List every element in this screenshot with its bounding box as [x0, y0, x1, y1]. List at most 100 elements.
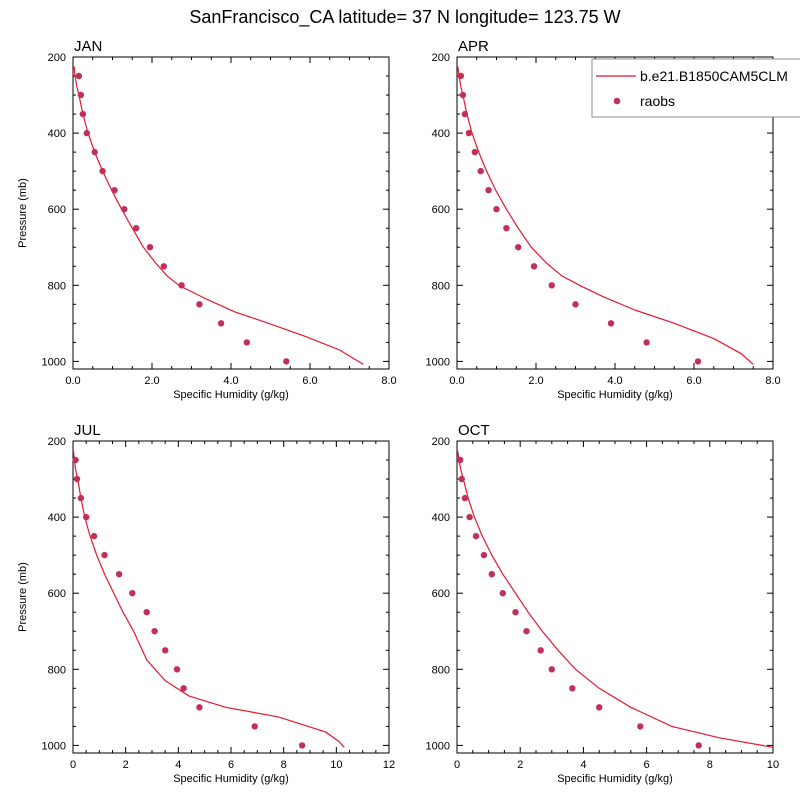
y-tick-label: 600: [432, 588, 450, 600]
raobs-point: [83, 513, 90, 521]
raobs-point: [162, 647, 169, 654]
raobs-point: [178, 282, 185, 289]
raobs-point: [488, 571, 495, 578]
raobs-point: [173, 666, 181, 673]
x-tick-label: 6: [228, 759, 234, 771]
y-tick-label: 200: [48, 436, 66, 448]
x-tick-label: 10: [330, 759, 342, 771]
y-tick-label: 600: [48, 204, 66, 216]
raobs-point: [472, 532, 480, 540]
raobs-point: [180, 685, 187, 692]
x-tick-label: 2: [123, 759, 129, 771]
x-tick-label: 4.0: [223, 375, 238, 387]
raobs-point: [146, 244, 154, 251]
raobs-point: [485, 187, 492, 194]
raobs-point: [251, 723, 258, 730]
raobs-point: [72, 456, 79, 464]
raobs-point: [283, 358, 290, 365]
x-tick-label: 12: [383, 759, 395, 771]
raobs-point: [457, 72, 465, 80]
y-tick-label: 200: [48, 52, 66, 64]
y-tick-label: 400: [432, 512, 450, 524]
raobs-point: [596, 704, 603, 711]
y-tick-label: 400: [432, 128, 450, 140]
raobs-point: [461, 110, 469, 118]
legend-marker-swatch: [613, 97, 621, 105]
y-tick-label: 800: [432, 664, 450, 676]
x-tick-label: 8.0: [381, 375, 396, 387]
y-tick-label: 1000: [426, 740, 450, 752]
x-tick-label: 2: [517, 759, 523, 771]
raobs-point: [465, 129, 473, 137]
legend-box: [591, 58, 800, 118]
panel-title: JUL: [74, 422, 101, 439]
raobs-point: [151, 628, 158, 635]
raobs-point: [503, 225, 510, 232]
raobs-point: [523, 628, 530, 635]
panel-jan: JAN 0.0 2.0 4.0 6.0 8.0 200 400 600 800 1000 Specif…: [17, 38, 397, 401]
raobs-point: [493, 206, 500, 213]
x-tick-label: 0.0: [65, 375, 80, 387]
raobs-point: [115, 571, 123, 578]
raobs-point: [643, 339, 650, 346]
x-tick-label: 6.0: [686, 375, 701, 387]
raobs-point: [515, 244, 522, 251]
y-tick-label: 1000: [42, 740, 66, 752]
y-axis-label: Pressure (mb): [17, 178, 29, 248]
raobs-point: [695, 742, 702, 749]
x-tick-label: 4: [580, 759, 586, 771]
raobs-point: [569, 685, 576, 692]
x-tick-label: 0: [454, 759, 460, 771]
y-tick-label: 800: [48, 280, 66, 292]
raobs-point: [461, 494, 469, 502]
x-tick-label: 4.0: [607, 375, 622, 387]
y-tick-label: 200: [432, 436, 450, 448]
legend-obs-label: raobs: [640, 93, 675, 109]
y-tick-label: 1000: [42, 356, 66, 368]
raobs-point: [537, 647, 544, 654]
raobs-point: [512, 609, 519, 616]
raobs-point: [111, 187, 118, 194]
x-tick-label: 0: [70, 759, 76, 771]
raobs-point: [471, 148, 478, 156]
raobs-point: [499, 590, 506, 597]
raobs-point: [477, 167, 484, 175]
y-tick-label: 800: [48, 664, 66, 676]
model-line: [457, 66, 754, 365]
plot-frame: [72, 440, 390, 754]
raobs-point: [457, 456, 464, 464]
raobs-point: [77, 91, 85, 99]
raobs-point: [143, 609, 150, 616]
y-tick-label: 800: [432, 280, 450, 292]
raobs-point: [548, 282, 555, 289]
figure-title: SanFrancisco_CA latitude= 37 N longitude…: [189, 7, 620, 28]
raobs-point: [548, 666, 555, 673]
x-axis-label: Specific Humidity (g/kg): [173, 773, 289, 785]
raobs-point: [196, 704, 203, 711]
raobs-point: [101, 551, 108, 559]
y-axis-label: Pressure (mb): [17, 562, 29, 632]
raobs-point: [217, 320, 225, 327]
y-tick-label: 600: [432, 204, 450, 216]
raobs-point: [79, 110, 87, 118]
raobs-point: [75, 72, 83, 80]
y-tick-label: 400: [48, 128, 66, 140]
plot-frame: [72, 56, 390, 370]
raobs-point: [77, 494, 85, 502]
raobs-point: [83, 129, 91, 137]
x-tick-label: 8: [707, 759, 713, 771]
raobs-point: [243, 339, 250, 346]
y-tick-label: 1000: [426, 356, 450, 368]
panel-title: JAN: [74, 38, 102, 55]
raobs-point: [694, 358, 702, 365]
model-line: [72, 450, 345, 748]
raobs-point: [99, 167, 106, 175]
raobs-point: [572, 301, 579, 308]
y-tick-label: 200: [432, 52, 450, 64]
raobs-point: [121, 206, 128, 213]
legend: b.e21.B1850CAM5CLM raobs: [591, 58, 800, 118]
panel-title: APR: [458, 38, 489, 55]
raobs-point: [133, 225, 140, 232]
raobs-point: [637, 723, 644, 730]
